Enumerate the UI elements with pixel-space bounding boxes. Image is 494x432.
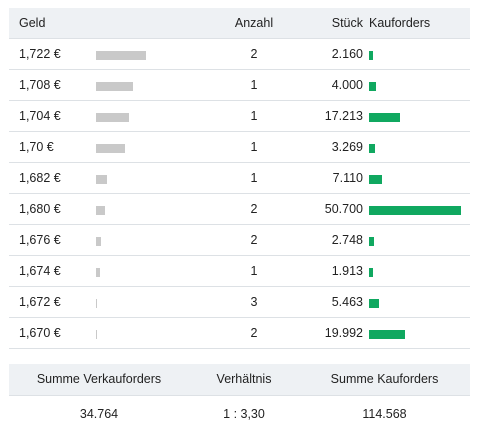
buy-depth-bar bbox=[369, 299, 379, 308]
pieces-cell: 17.213 bbox=[324, 109, 363, 123]
buy-total-value: 114.568 bbox=[362, 407, 407, 421]
price-cell: 1,722 € bbox=[19, 47, 61, 61]
buy-depth-bar bbox=[369, 113, 400, 122]
pieces-cell: 2.748 bbox=[331, 233, 363, 247]
count-cell: 2 bbox=[250, 202, 258, 216]
sell-depth-bar bbox=[96, 113, 129, 122]
buy-depth-bar bbox=[369, 144, 375, 153]
order-book-table: Geld Anzahl Stück Kauforders 1,722 € 2 2.1… bbox=[9, 8, 470, 349]
pieces-cell: 5.463 bbox=[331, 295, 363, 309]
header-pieces: Stück bbox=[331, 16, 363, 30]
table-row: 1,682 € 1 7.110 bbox=[9, 163, 470, 194]
header-count: Anzahl bbox=[234, 16, 274, 30]
buy-depth-bar bbox=[369, 268, 373, 277]
summary-values: 34.764 1 : 3,30 114.568 bbox=[9, 396, 470, 427]
price-cell: 1,708 € bbox=[19, 78, 61, 92]
count-cell: 2 bbox=[250, 233, 258, 247]
header-price: Geld bbox=[19, 16, 46, 30]
sell-depth-bar bbox=[96, 237, 101, 246]
sell-depth-bar bbox=[96, 268, 100, 277]
buy-depth-bar bbox=[369, 51, 373, 60]
buy-depth-bar bbox=[369, 175, 382, 184]
order-book-rows: 1,722 € 2 2.160 1,708 € 1 4.000 1,704 € 1 17.213… bbox=[9, 39, 470, 349]
sell-depth-bar bbox=[96, 175, 107, 184]
header-sell-total: Summe Verkauforders bbox=[36, 372, 162, 386]
table-row: 1,704 € 1 17.213 bbox=[9, 101, 470, 132]
table-row: 1,672 € 3 5.463 bbox=[9, 287, 470, 318]
price-cell: 1,670 € bbox=[19, 326, 61, 340]
table-row: 1,70 € 1 3.269 bbox=[9, 132, 470, 163]
price-cell: 1,70 € bbox=[19, 140, 54, 154]
pieces-cell: 2.160 bbox=[331, 47, 363, 61]
buy-depth-bar bbox=[369, 206, 461, 215]
price-cell: 1,674 € bbox=[19, 264, 61, 278]
count-cell: 1 bbox=[250, 78, 258, 92]
pieces-cell: 4.000 bbox=[331, 78, 363, 92]
count-cell: 1 bbox=[250, 171, 258, 185]
price-cell: 1,672 € bbox=[19, 295, 61, 309]
order-book-header: Geld Anzahl Stück Kauforders bbox=[9, 8, 470, 39]
count-cell: 3 bbox=[250, 295, 258, 309]
table-row: 1,680 € 2 50.700 bbox=[9, 194, 470, 225]
sell-total-value: 34.764 bbox=[79, 407, 119, 421]
buy-depth-bar bbox=[369, 82, 376, 91]
pieces-cell: 1.913 bbox=[331, 264, 363, 278]
count-cell: 2 bbox=[250, 47, 258, 61]
count-cell: 1 bbox=[250, 109, 258, 123]
price-cell: 1,680 € bbox=[19, 202, 61, 216]
sell-depth-bar bbox=[96, 51, 146, 60]
sell-depth-bar bbox=[96, 299, 97, 308]
sell-depth-bar bbox=[96, 82, 133, 91]
sell-depth-bar bbox=[96, 330, 97, 339]
sell-depth-bar bbox=[96, 144, 125, 153]
price-cell: 1,676 € bbox=[19, 233, 61, 247]
count-cell: 1 bbox=[250, 140, 258, 154]
count-cell: 2 bbox=[250, 326, 258, 340]
pieces-cell: 19.992 bbox=[324, 326, 363, 340]
summary-header: Summe Verkauforders Verhältnis Summe Kau… bbox=[9, 364, 470, 396]
count-cell: 1 bbox=[250, 264, 258, 278]
sell-depth-bar bbox=[96, 206, 105, 215]
table-row: 1,674 € 1 1.913 bbox=[9, 256, 470, 287]
header-buy-total: Summe Kauforders bbox=[330, 372, 439, 386]
price-cell: 1,704 € bbox=[19, 109, 61, 123]
table-row: 1,676 € 2 2.748 bbox=[9, 225, 470, 256]
header-buy-orders: Kauforders bbox=[369, 16, 431, 30]
header-ratio: Verhältnis bbox=[216, 372, 272, 386]
pieces-cell: 7.110 bbox=[332, 171, 363, 185]
table-row: 1,708 € 1 4.000 bbox=[9, 70, 470, 101]
pieces-cell: 3.269 bbox=[331, 140, 363, 154]
buy-depth-bar bbox=[369, 330, 405, 339]
ratio-value: 1 : 3,30 bbox=[223, 407, 265, 421]
table-row: 1,722 € 2 2.160 bbox=[9, 39, 470, 70]
order-summary-table: Summe Verkauforders Verhältnis Summe Kau… bbox=[9, 364, 470, 427]
price-cell: 1,682 € bbox=[19, 171, 61, 185]
buy-depth-bar bbox=[369, 237, 374, 246]
table-row: 1,670 € 2 19.992 bbox=[9, 318, 470, 349]
pieces-cell: 50.700 bbox=[324, 202, 363, 216]
